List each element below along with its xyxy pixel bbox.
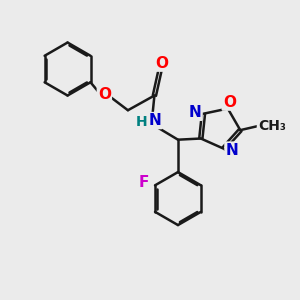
Text: O: O xyxy=(155,56,168,70)
Text: CH₃: CH₃ xyxy=(258,119,286,133)
Text: N: N xyxy=(226,142,238,158)
Text: H: H xyxy=(136,115,148,129)
Text: O: O xyxy=(98,87,111,102)
Text: F: F xyxy=(139,176,149,190)
Text: N: N xyxy=(189,105,202,120)
Text: O: O xyxy=(223,94,236,110)
Text: N: N xyxy=(148,113,161,128)
